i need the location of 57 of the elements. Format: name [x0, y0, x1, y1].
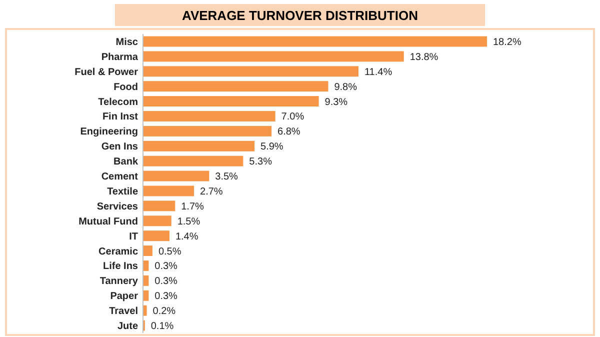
y-tick-label: Services: [96, 201, 138, 212]
y-tick-label: Misc: [116, 36, 138, 48]
data-label: 1.7%: [181, 201, 204, 212]
y-tick-label: Gen Ins: [101, 142, 138, 153]
y-tick-label: Engineering: [80, 126, 138, 138]
data-label: 2.7%: [200, 186, 223, 198]
data-label: 1.4%: [175, 231, 198, 242]
y-tick-label: Bank: [114, 156, 138, 168]
bar: [143, 216, 172, 226]
data-label: 11.4%: [364, 66, 392, 78]
y-tick-label: Pharma: [101, 52, 138, 63]
y-tick-label: Paper: [110, 291, 138, 302]
bar: [143, 36, 487, 47]
data-label: 0.3%: [154, 291, 178, 302]
bar: [143, 230, 170, 242]
data-label: 13.8%: [410, 52, 438, 63]
bar: [143, 156, 244, 166]
chart-title: AVERAGE TURNOVER DISTRIBUTION: [182, 8, 418, 23]
data-label: 0.2%: [152, 306, 176, 318]
data-label: 5.9%: [260, 142, 284, 153]
bar: [143, 140, 255, 152]
bar: [143, 170, 210, 182]
data-label: 6.8%: [278, 126, 300, 138]
data-label: 7.0%: [281, 112, 304, 123]
y-tick-label: Fuel & Power: [74, 66, 138, 78]
bar: [143, 96, 319, 107]
data-label: 1.5%: [177, 216, 200, 228]
y-tick-label: Food: [114, 82, 138, 93]
data-label: 5.3%: [249, 156, 272, 168]
bar: [143, 51, 404, 62]
y-tick-label: Life Ins: [102, 261, 138, 272]
y-tick-label: Textile: [107, 186, 138, 198]
y-tick-label: Jute: [117, 321, 138, 332]
bar: [143, 246, 152, 256]
bar: [143, 66, 358, 77]
y-tick-label: Travel: [109, 306, 138, 318]
bar: [143, 305, 147, 316]
data-label: 9.3%: [324, 96, 348, 108]
data-label: 0.3%: [154, 276, 178, 288]
bar: [143, 126, 272, 136]
data-label: 0.3%: [154, 261, 178, 272]
data-label: 18.2%: [493, 36, 522, 48]
y-tick-label: Fin Inst: [102, 112, 139, 123]
y-tick-label: Mutual Fund: [78, 216, 138, 228]
y-tick-label: Cement: [101, 172, 139, 183]
y-tick-label: IT: [129, 231, 138, 242]
data-label: 0.1%: [150, 321, 174, 332]
data-label: 9.8%: [334, 82, 358, 93]
bar: [143, 186, 194, 196]
data-label: 0.5%: [158, 246, 182, 258]
bar: [143, 110, 276, 122]
bar: [143, 81, 328, 92]
bar: [143, 200, 176, 212]
y-tick-label: Telecom: [98, 96, 138, 108]
data-label: 3.5%: [215, 172, 238, 183]
y-tick-label: Tannery: [100, 276, 138, 288]
y-tick-label: Ceramic: [98, 246, 138, 258]
